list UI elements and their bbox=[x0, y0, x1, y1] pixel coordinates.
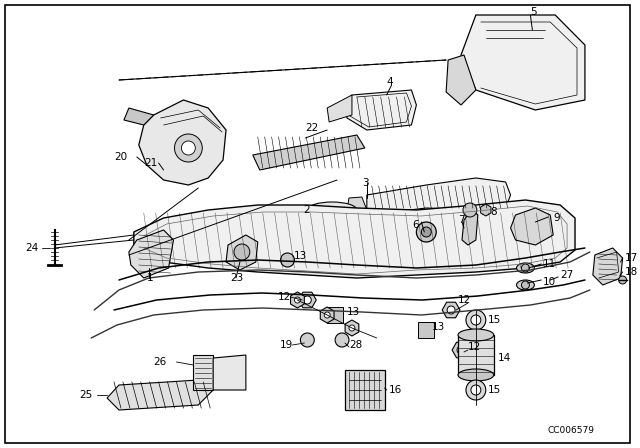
Polygon shape bbox=[462, 210, 478, 245]
Polygon shape bbox=[593, 248, 623, 285]
Circle shape bbox=[181, 141, 195, 155]
Polygon shape bbox=[446, 55, 476, 105]
Polygon shape bbox=[481, 204, 491, 216]
Text: 9: 9 bbox=[553, 213, 560, 223]
Text: 24: 24 bbox=[25, 243, 38, 253]
Text: 15: 15 bbox=[488, 315, 501, 325]
Text: 12: 12 bbox=[458, 295, 471, 305]
Circle shape bbox=[466, 380, 486, 400]
Polygon shape bbox=[213, 355, 246, 390]
Polygon shape bbox=[291, 292, 304, 308]
Polygon shape bbox=[327, 307, 343, 323]
Text: 8: 8 bbox=[490, 207, 497, 217]
Polygon shape bbox=[307, 210, 357, 245]
Ellipse shape bbox=[458, 369, 493, 381]
Circle shape bbox=[175, 134, 202, 162]
Circle shape bbox=[471, 315, 481, 325]
Circle shape bbox=[463, 203, 477, 217]
Circle shape bbox=[466, 310, 486, 330]
Circle shape bbox=[471, 385, 481, 395]
Text: 10: 10 bbox=[543, 277, 556, 287]
Polygon shape bbox=[442, 302, 460, 318]
Text: 16: 16 bbox=[388, 385, 402, 395]
Polygon shape bbox=[193, 355, 213, 390]
Ellipse shape bbox=[307, 202, 357, 218]
Text: 25: 25 bbox=[79, 390, 93, 400]
Text: 4: 4 bbox=[387, 77, 393, 87]
Circle shape bbox=[447, 306, 455, 314]
Text: 5: 5 bbox=[531, 7, 537, 17]
Polygon shape bbox=[124, 108, 154, 125]
Text: 20: 20 bbox=[114, 152, 127, 162]
Circle shape bbox=[294, 297, 300, 303]
Text: 2: 2 bbox=[303, 205, 310, 215]
Circle shape bbox=[522, 264, 529, 272]
Text: 19: 19 bbox=[280, 340, 293, 350]
Polygon shape bbox=[320, 307, 334, 323]
Circle shape bbox=[324, 312, 330, 318]
Polygon shape bbox=[134, 200, 575, 278]
Polygon shape bbox=[298, 292, 316, 308]
Polygon shape bbox=[511, 208, 553, 245]
Text: 27: 27 bbox=[560, 270, 573, 280]
Polygon shape bbox=[345, 370, 385, 410]
Text: 23: 23 bbox=[230, 273, 243, 283]
Text: 6: 6 bbox=[412, 220, 419, 230]
Polygon shape bbox=[226, 235, 258, 270]
Circle shape bbox=[421, 227, 431, 237]
Text: 22: 22 bbox=[305, 123, 319, 133]
Circle shape bbox=[481, 205, 491, 215]
Polygon shape bbox=[347, 197, 369, 220]
Circle shape bbox=[303, 296, 311, 304]
Polygon shape bbox=[452, 342, 470, 358]
Text: 14: 14 bbox=[498, 353, 511, 363]
Ellipse shape bbox=[308, 233, 356, 247]
Text: 12: 12 bbox=[278, 292, 291, 302]
Text: 17: 17 bbox=[625, 253, 638, 263]
Text: 28: 28 bbox=[349, 340, 362, 350]
Circle shape bbox=[280, 253, 294, 267]
Text: 3: 3 bbox=[362, 178, 369, 188]
Circle shape bbox=[417, 222, 436, 242]
Polygon shape bbox=[327, 95, 352, 122]
Text: 13: 13 bbox=[432, 322, 445, 332]
Polygon shape bbox=[367, 178, 511, 215]
Polygon shape bbox=[129, 230, 173, 278]
Text: 21: 21 bbox=[144, 158, 157, 168]
Polygon shape bbox=[139, 100, 226, 185]
Text: CC006579: CC006579 bbox=[548, 426, 595, 435]
Circle shape bbox=[234, 244, 250, 260]
Text: 7: 7 bbox=[458, 215, 465, 225]
Text: 18: 18 bbox=[625, 267, 638, 277]
Ellipse shape bbox=[516, 263, 534, 273]
Text: 13: 13 bbox=[347, 307, 360, 317]
Text: 13: 13 bbox=[294, 251, 307, 261]
Text: 11: 11 bbox=[543, 259, 557, 269]
Text: 1: 1 bbox=[147, 273, 154, 283]
Polygon shape bbox=[458, 335, 493, 375]
Polygon shape bbox=[345, 320, 359, 336]
Polygon shape bbox=[419, 322, 434, 338]
Circle shape bbox=[300, 333, 314, 347]
Text: 15: 15 bbox=[488, 385, 501, 395]
Circle shape bbox=[349, 325, 355, 331]
Polygon shape bbox=[253, 135, 365, 170]
Circle shape bbox=[522, 281, 529, 289]
Circle shape bbox=[619, 276, 627, 284]
Text: 26: 26 bbox=[154, 357, 167, 367]
Polygon shape bbox=[461, 15, 585, 110]
Polygon shape bbox=[345, 90, 417, 130]
Polygon shape bbox=[107, 380, 213, 410]
Circle shape bbox=[457, 346, 465, 354]
Ellipse shape bbox=[516, 280, 534, 290]
Text: 12: 12 bbox=[468, 342, 481, 352]
Ellipse shape bbox=[458, 329, 493, 341]
Circle shape bbox=[335, 333, 349, 347]
